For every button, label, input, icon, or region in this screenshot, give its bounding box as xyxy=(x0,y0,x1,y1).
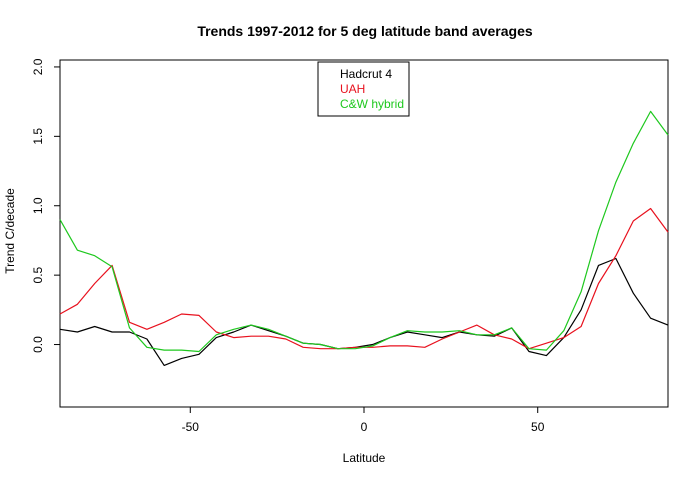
y-axis: 0.0 0.5 1.0 1.5 2.0 xyxy=(31,58,60,353)
y-tick-label: 1.5 xyxy=(31,128,45,145)
legend-box xyxy=(317,61,410,117)
x-tick-label: 50 xyxy=(531,420,545,434)
legend: Hadcrut 4 UAH C&W hybrid xyxy=(317,61,410,117)
y-tick-label: 2.0 xyxy=(31,58,45,75)
x-axis-label: Latitude xyxy=(343,451,386,465)
series-line-2 xyxy=(59,110,669,353)
x-tick-label: 0 xyxy=(361,420,368,434)
x-axis: -50 0 50 xyxy=(182,407,545,434)
series-line-1 xyxy=(59,207,669,350)
y-tick-label: 1.0 xyxy=(31,197,45,214)
legend-entry-1: UAH xyxy=(340,82,365,96)
x-tick-label: -50 xyxy=(182,420,200,434)
y-tick-label: 0.0 xyxy=(31,336,45,353)
series-line-0 xyxy=(59,257,669,366)
legend-entry-2: C&W hybrid xyxy=(340,97,404,111)
y-tick-label: 0.5 xyxy=(31,266,45,283)
chart-title: Trends 1997-2012 for 5 deg latitude band… xyxy=(197,23,533,39)
y-axis-label: Trend C/decade xyxy=(3,188,17,274)
series-lines xyxy=(59,110,669,366)
legend-entry-0: Hadcrut 4 xyxy=(340,67,392,81)
